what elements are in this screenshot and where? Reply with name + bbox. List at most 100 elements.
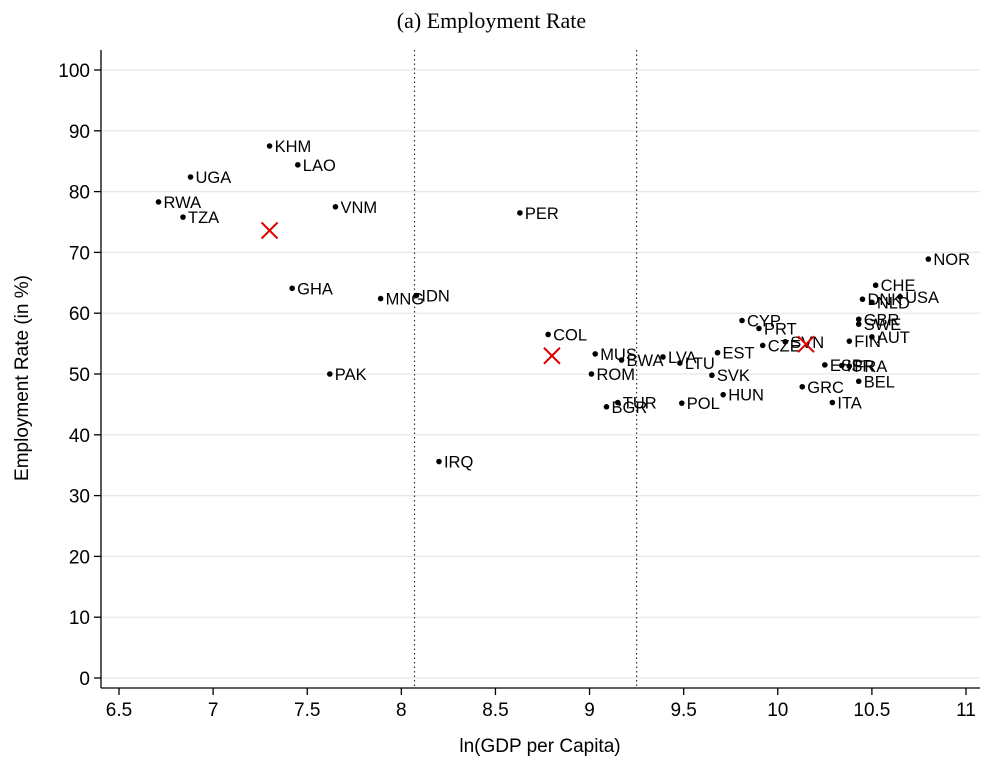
data-point-ltu: LTU <box>677 355 715 373</box>
point-marker <box>838 362 845 369</box>
x-tick-label: 6.5 <box>106 700 132 721</box>
data-point-col: COL <box>545 326 587 344</box>
point-label: BGR <box>611 399 647 417</box>
data-point-fin: FIN <box>846 333 881 351</box>
point-label: LTU <box>685 355 715 373</box>
point-marker <box>897 293 903 300</box>
point-label: CHE <box>881 277 916 295</box>
data-point-isr: ISR <box>838 357 875 375</box>
point-marker <box>155 199 162 205</box>
data-point-bwa: BWA <box>618 352 664 370</box>
point-label: HUN <box>728 387 764 405</box>
point-marker <box>829 399 836 406</box>
point-label: CZE <box>768 337 801 355</box>
data-point-pol: POL <box>678 395 720 413</box>
point-marker <box>846 338 853 344</box>
point-marker <box>714 349 721 356</box>
point-marker <box>295 162 301 168</box>
data-point-khm: KHM <box>266 138 312 156</box>
data-point-rwa: RWA <box>155 194 202 212</box>
point-label: KHM <box>275 138 312 156</box>
point-label: LAO <box>303 157 336 175</box>
x-tick-label: 10.5 <box>853 700 890 721</box>
point-marker <box>799 383 806 390</box>
x-tick-label: 9 <box>584 700 595 721</box>
point-marker <box>660 354 666 360</box>
data-point-nor: NOR <box>925 251 970 269</box>
point-marker <box>859 296 866 303</box>
y-axis-ticks: 0 10 20 30 40 50 60 70 80 90 100 <box>58 61 101 690</box>
y-tick-label: 80 <box>69 183 90 204</box>
point-label: EST <box>723 345 755 363</box>
point-label: GBR <box>864 311 900 329</box>
point-label: MNG <box>386 291 425 309</box>
threshold-lines <box>413 50 638 688</box>
y-tick-label: 70 <box>69 243 90 264</box>
point-label: POL <box>687 395 720 413</box>
marker-stroke <box>797 335 815 353</box>
data-point-esp: ESP <box>822 357 863 375</box>
point-marker <box>187 174 194 180</box>
point-marker <box>592 351 599 357</box>
point-label: ISR <box>847 357 875 375</box>
data-point-cyp: CYP <box>739 312 781 330</box>
x-tick-label: 11 <box>956 700 976 721</box>
data-point-irq: IRQ <box>436 454 473 472</box>
point-marker <box>782 338 789 345</box>
point-label: RWA <box>164 194 202 212</box>
data-point-uga: UGA <box>187 169 231 187</box>
data-point-dnk: DNK <box>859 291 902 309</box>
point-marker <box>603 404 610 410</box>
data-point-mus: MUS <box>592 346 637 364</box>
data-point-est: EST <box>714 345 755 363</box>
data-point-lva: LVA <box>660 349 697 367</box>
point-label: ESP <box>830 357 863 375</box>
point-label: IDN <box>421 288 449 306</box>
point-label: USA <box>905 289 939 307</box>
y-tick-label: 100 <box>58 61 90 82</box>
point-label: FRA <box>854 358 887 376</box>
point-marker <box>846 363 853 369</box>
y-tick-label: 30 <box>69 487 90 508</box>
data-point-gha: GHA <box>289 280 333 298</box>
point-label: GRC <box>807 379 844 397</box>
x-axis-ticks: 6.5 7 7.5 8 8.5 9 9.5 10 10.5 11 <box>106 688 976 721</box>
mean-marker-1 <box>260 221 279 240</box>
point-marker <box>822 362 828 368</box>
data-point-prt: PRT <box>756 320 797 338</box>
point-marker <box>739 317 745 324</box>
mean-marker-2 <box>543 347 561 365</box>
data-point-bgr: BGR <box>603 399 647 417</box>
y-tick-label: 0 <box>79 669 90 690</box>
point-label: ROM <box>596 366 635 384</box>
point-marker <box>756 325 762 332</box>
x-axis-label: ln(GDP per Capita) <box>459 736 620 757</box>
data-point-ita: ITA <box>829 395 862 413</box>
gridlines <box>101 69 980 679</box>
point-marker <box>925 256 932 262</box>
mean-marker-3 <box>797 335 815 353</box>
point-label: CYP <box>747 312 781 330</box>
x-tick-label: 10 <box>767 700 788 721</box>
data-point-usa: USA <box>897 289 939 307</box>
chart-title: (a) Employment Rate <box>396 8 587 33</box>
point-label: SVK <box>717 367 750 385</box>
y-axis-label: Employment Rate (in %) <box>12 275 33 481</box>
point-marker <box>545 331 551 338</box>
point-label: DNK <box>867 291 902 309</box>
x-tick-label: 9.5 <box>670 700 696 721</box>
point-marker <box>855 378 862 385</box>
x-tick-label: 7.5 <box>294 700 320 721</box>
data-point-tza: TZA <box>180 209 219 227</box>
marker-stroke <box>260 221 279 240</box>
y-tick-label: 20 <box>69 547 90 568</box>
point-label: PRT <box>764 320 797 338</box>
point-marker <box>180 214 186 220</box>
point-marker <box>517 210 523 216</box>
x-tick-label: 8 <box>396 700 407 721</box>
point-marker <box>413 292 420 299</box>
data-point-grc: GRC <box>799 379 844 397</box>
point-marker <box>289 285 295 292</box>
